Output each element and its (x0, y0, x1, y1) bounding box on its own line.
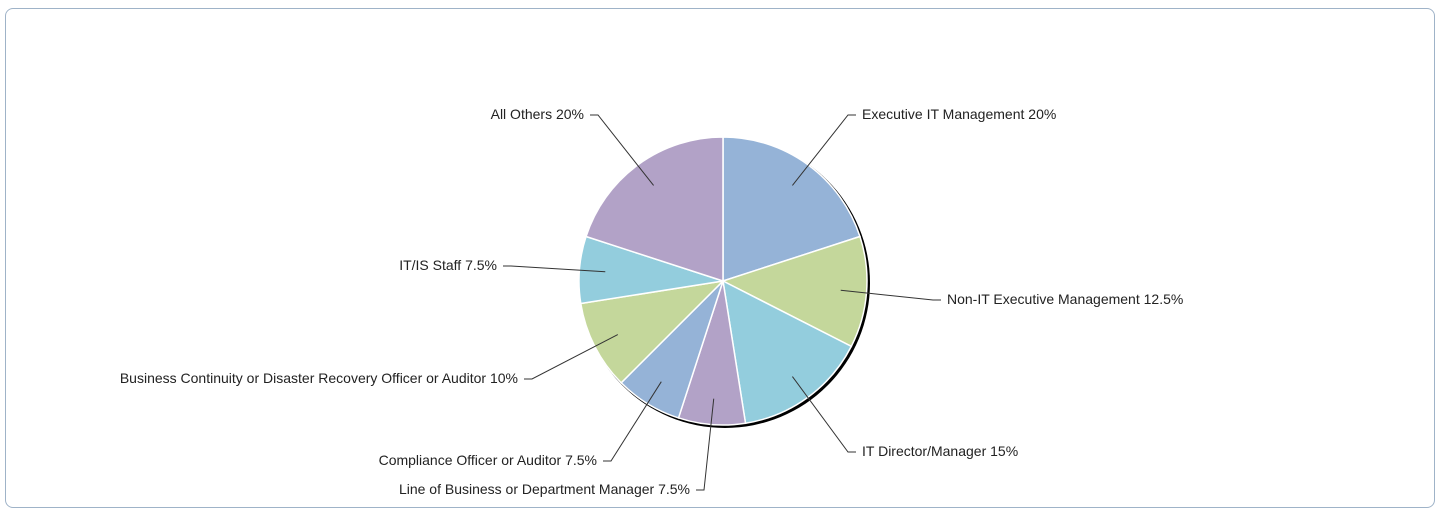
category-label: Line of Business or Department Manager (398, 481, 655, 497)
leader-line (696, 398, 715, 491)
value-label: 7.5% (565, 452, 597, 468)
leader-line (792, 114, 856, 186)
leader-line (603, 381, 662, 462)
slice-label: All Others 20% (491, 103, 584, 126)
leader-line (590, 114, 654, 186)
slice-label: IT/IS Staff 7.5% (399, 254, 497, 277)
pie-slice (722, 136, 861, 283)
slice-label: Non-IT Executive Management 12.5% (947, 288, 1183, 311)
leader-line (840, 289, 941, 301)
leader-line (503, 265, 606, 273)
leader-line (524, 334, 619, 380)
value-label: 15% (990, 443, 1019, 459)
category-label: All Others (490, 106, 553, 122)
value-label: 12.5% (1143, 291, 1184, 307)
category-label: IT Director/Manager (862, 443, 987, 459)
category-label: Business Continuity or Disaster Recovery… (119, 370, 487, 386)
slice-label: IT Director/Manager 15% (862, 440, 1018, 463)
category-label: IT/IS Staff (399, 257, 462, 273)
category-label: Non-IT Executive Management (947, 291, 1140, 307)
chart (503, 114, 941, 491)
slice-label: Line of Business or Department Manager 7… (399, 478, 690, 501)
category-label: Executive IT Management (862, 106, 1025, 122)
slice-label: Compliance Officer or Auditor 7.5% (379, 449, 597, 472)
value-label: 7.5% (465, 257, 497, 273)
value-label: 20% (1028, 106, 1057, 122)
value-label: 10% (489, 370, 518, 386)
value-label: 20% (555, 106, 584, 122)
pie-slice (721, 235, 868, 348)
value-label: 7.5% (658, 481, 690, 497)
category-label: Compliance Officer or Auditor (378, 452, 562, 468)
page: Executive IT Management 20% Non-IT Execut… (5, 8, 1435, 508)
slice-label: Business Continuity or Disaster Recovery… (120, 367, 518, 390)
pie-slice (585, 136, 724, 283)
leader-line (792, 376, 856, 453)
slice-label: Executive IT Management 20% (862, 103, 1056, 126)
